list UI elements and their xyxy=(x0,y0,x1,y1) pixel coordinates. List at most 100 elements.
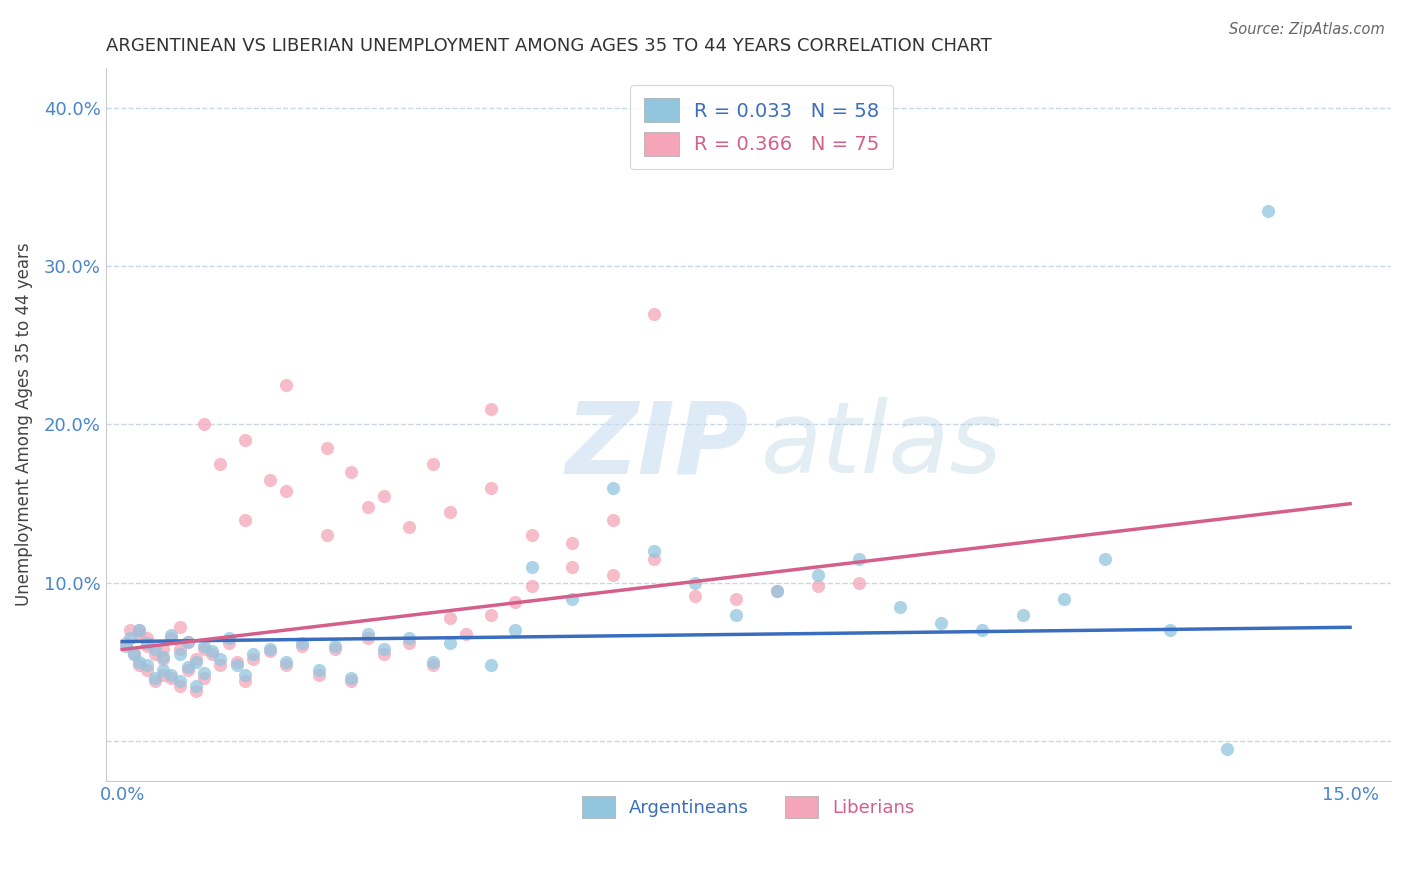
Text: Source: ZipAtlas.com: Source: ZipAtlas.com xyxy=(1229,22,1385,37)
Point xyxy=(479,401,502,416)
Point xyxy=(128,626,150,640)
Point xyxy=(1052,591,1074,606)
Point xyxy=(602,568,624,582)
Point xyxy=(323,642,346,657)
Point xyxy=(323,640,346,654)
Point xyxy=(291,640,314,654)
Point xyxy=(291,636,314,650)
Point xyxy=(259,644,281,658)
Point xyxy=(184,652,207,666)
Point xyxy=(373,647,395,661)
Point xyxy=(970,624,993,638)
Point xyxy=(274,377,297,392)
Point xyxy=(1159,624,1181,638)
Point xyxy=(169,620,191,634)
Point xyxy=(242,652,264,666)
Point xyxy=(725,591,748,606)
Point xyxy=(643,307,665,321)
Point xyxy=(929,615,952,630)
Point xyxy=(373,489,395,503)
Point xyxy=(683,589,706,603)
Point xyxy=(124,647,146,661)
Point xyxy=(889,599,911,614)
Point xyxy=(135,636,157,650)
Point xyxy=(520,560,543,574)
Point xyxy=(160,671,183,685)
Point xyxy=(848,576,870,591)
Point xyxy=(308,663,330,677)
Point xyxy=(683,576,706,591)
Point xyxy=(233,512,256,526)
Point xyxy=(766,583,789,598)
Point xyxy=(209,457,232,471)
Point xyxy=(143,642,166,657)
Point xyxy=(169,642,191,657)
Point xyxy=(143,671,166,685)
Point xyxy=(315,442,337,456)
Point xyxy=(225,655,247,669)
Point xyxy=(503,624,526,638)
Point xyxy=(218,636,240,650)
Point xyxy=(479,481,502,495)
Point xyxy=(643,552,665,566)
Point xyxy=(201,647,224,661)
Point xyxy=(422,655,444,669)
Point xyxy=(160,628,183,642)
Point xyxy=(315,528,337,542)
Point xyxy=(398,520,420,534)
Point xyxy=(209,658,232,673)
Point xyxy=(439,505,461,519)
Point xyxy=(177,660,200,674)
Point xyxy=(193,666,215,681)
Point xyxy=(169,674,191,689)
Point xyxy=(152,668,174,682)
Point xyxy=(184,655,207,669)
Point xyxy=(561,591,583,606)
Point xyxy=(152,642,174,657)
Point xyxy=(193,642,215,657)
Point xyxy=(242,647,264,661)
Point xyxy=(160,632,183,646)
Point xyxy=(184,683,207,698)
Point xyxy=(259,473,281,487)
Point xyxy=(184,679,207,693)
Point xyxy=(602,481,624,495)
Point xyxy=(193,640,215,654)
Point xyxy=(602,512,624,526)
Point xyxy=(643,544,665,558)
Y-axis label: Unemployment Among Ages 35 to 44 years: Unemployment Among Ages 35 to 44 years xyxy=(15,243,32,607)
Point xyxy=(1094,552,1116,566)
Point xyxy=(169,679,191,693)
Point xyxy=(422,658,444,673)
Point xyxy=(357,626,380,640)
Point xyxy=(503,595,526,609)
Point xyxy=(193,417,215,432)
Point xyxy=(233,668,256,682)
Point xyxy=(160,668,183,682)
Point xyxy=(561,536,583,550)
Point xyxy=(1216,742,1239,756)
Point xyxy=(520,528,543,542)
Text: ARGENTINEAN VS LIBERIAN UNEMPLOYMENT AMONG AGES 35 TO 44 YEARS CORRELATION CHART: ARGENTINEAN VS LIBERIAN UNEMPLOYMENT AMO… xyxy=(105,37,991,55)
Point xyxy=(479,607,502,622)
Point xyxy=(128,624,150,638)
Point xyxy=(274,658,297,673)
Point xyxy=(135,640,157,654)
Point xyxy=(143,674,166,689)
Point xyxy=(422,457,444,471)
Point xyxy=(169,647,191,661)
Point xyxy=(120,624,142,638)
Point xyxy=(225,658,247,673)
Point xyxy=(274,483,297,498)
Point xyxy=(115,636,138,650)
Point xyxy=(233,434,256,448)
Point xyxy=(177,634,200,648)
Point xyxy=(233,674,256,689)
Point xyxy=(520,579,543,593)
Point xyxy=(439,636,461,650)
Point xyxy=(124,647,146,661)
Point xyxy=(340,465,363,479)
Point xyxy=(454,626,477,640)
Point xyxy=(766,583,789,598)
Point xyxy=(177,634,200,648)
